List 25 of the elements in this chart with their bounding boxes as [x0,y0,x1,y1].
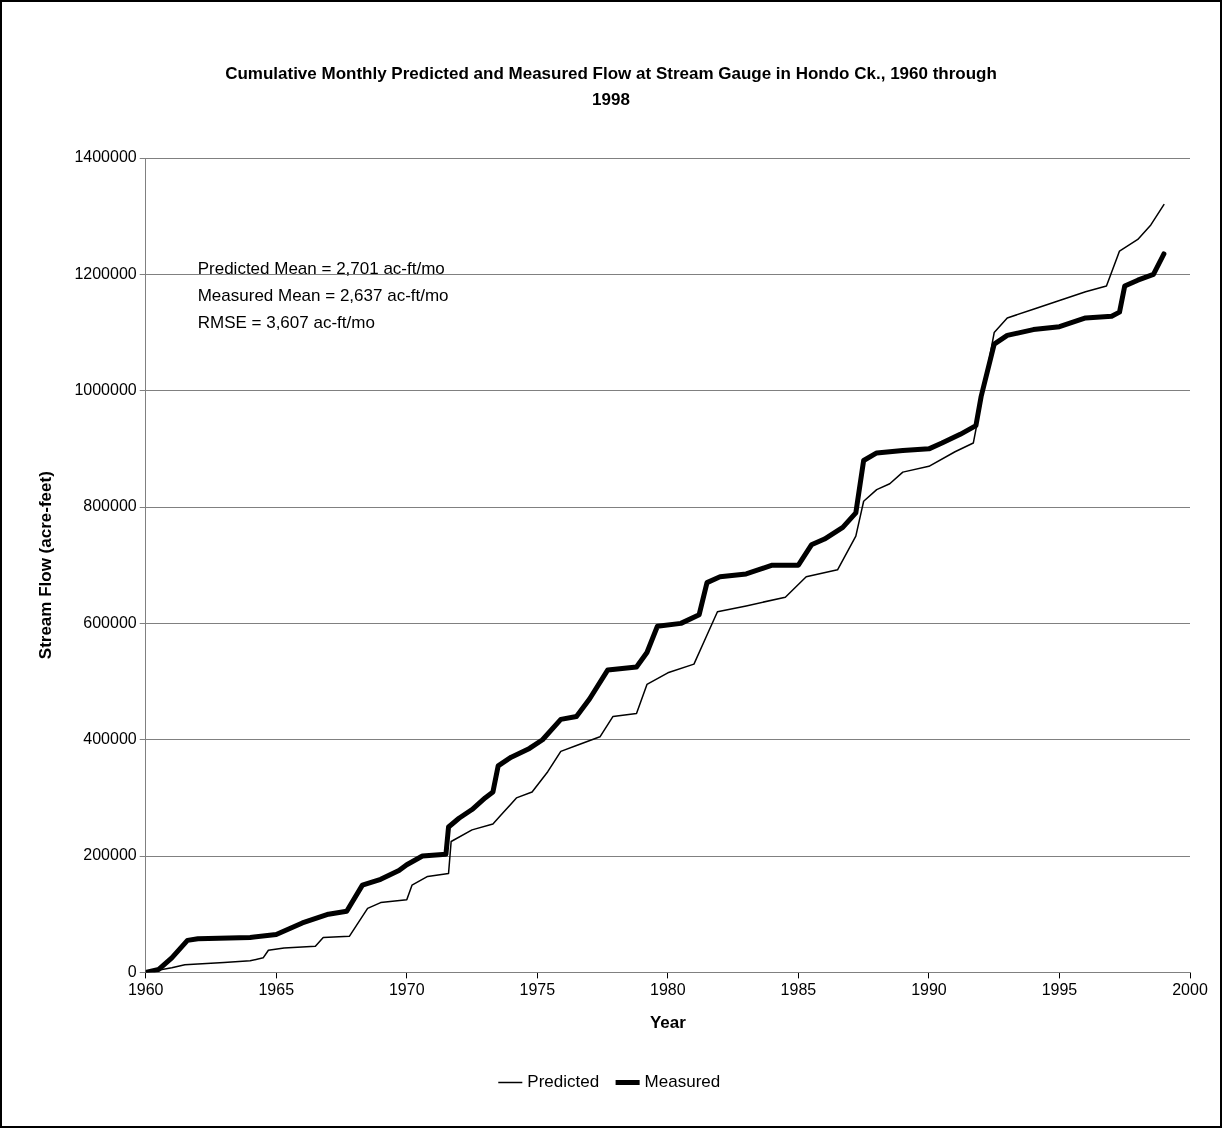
x-tick-label: 1965 [258,981,295,999]
x-tick-label: 1960 [127,981,164,999]
y-tick-label: 800000 [83,497,137,515]
y-axis-title: Stream Flow (acre-feet) [35,471,55,660]
x-tick-label: 1970 [388,981,425,999]
annotation: Measured Mean = 2,637 ac-ft/mo [197,285,449,305]
y-tick-label: 1400000 [74,148,137,166]
x-tick-label: 1995 [1041,981,1078,999]
y-tick-label: 400000 [83,730,137,748]
x-tick-label: 1990 [911,981,947,999]
legend-label: Predicted [527,1072,600,1092]
y-tick-label: 1200000 [74,264,137,282]
x-tick-label: 1985 [780,981,817,999]
x-tick-label: 1975 [519,981,556,999]
x-tick-label: 1980 [650,981,686,999]
annotation: Predicted Mean = 2,701 ac-ft/mo [197,258,445,278]
y-tick-label: 200000 [83,846,137,864]
x-axis-title: Year [649,1013,687,1033]
y-tick-label: 600000 [83,613,137,631]
legend-label: Measured [644,1072,721,1092]
y-tick-label: 1000000 [74,381,137,399]
chart-title: Cumulative Monthly Predicted and Measured Flow at Stream Gauge in Hondo Ck., 1960 through 1998 [225,64,997,109]
y-tick-label: 0 [127,962,137,980]
x-tick-label: 2000 [1172,981,1208,999]
annotation: RMSE = 3,607 ac-ft/mo [197,312,375,332]
